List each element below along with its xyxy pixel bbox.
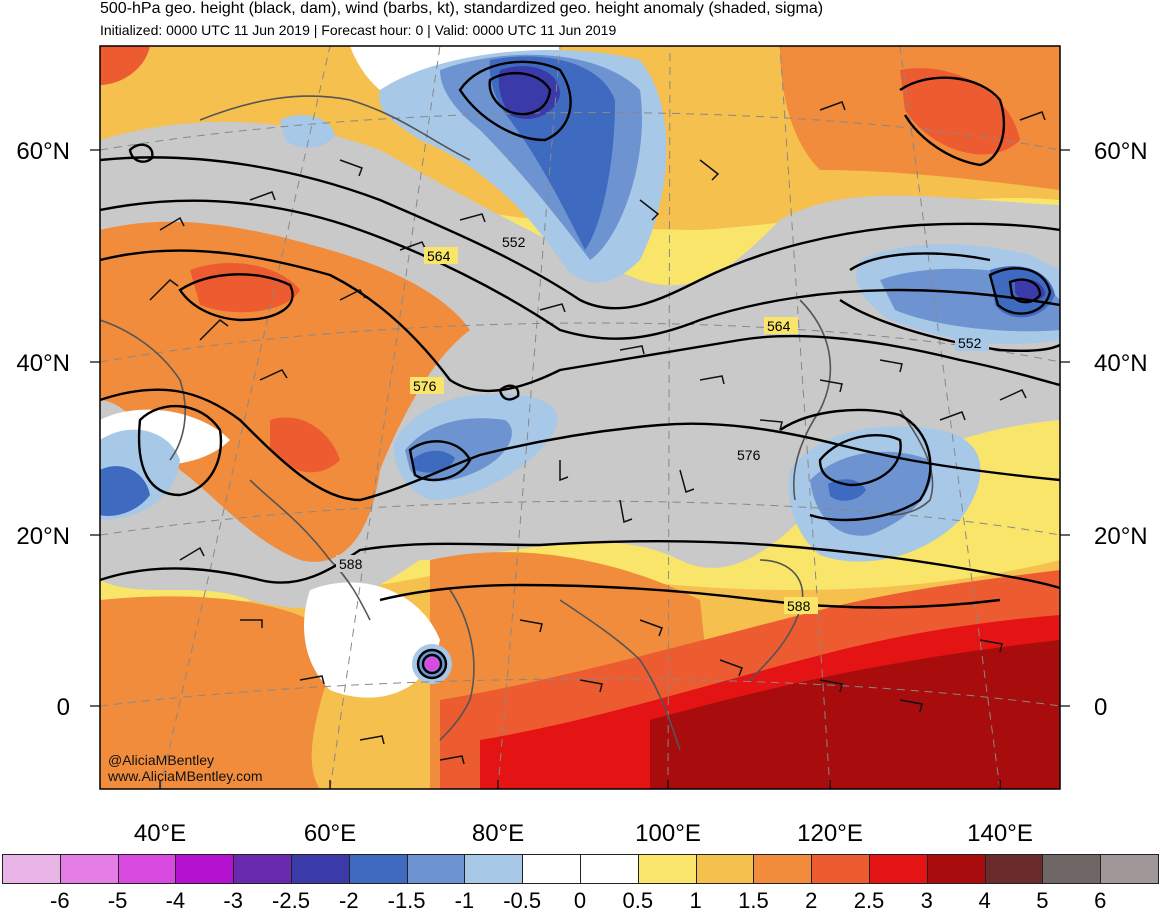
lat-label-left: 0 [56,694,70,721]
credit-handle: @AliciaMBentley [108,752,215,768]
colorbar-swatch [869,854,928,884]
colorbar-label: 3 [920,888,933,913]
lat-label-right: 60°N [1094,138,1148,165]
colorbar-swatch [637,854,697,884]
colorbar-swatch [695,854,755,884]
colorbar-swatch [1100,854,1159,884]
colorbar-swatch [2,854,61,884]
colorbar-label: 1.5 [738,888,769,913]
axis-ticks [90,149,1070,789]
map-title: 500-hPa geo. height (black, dam), wind (… [100,0,824,17]
contour-label: 552 [958,335,982,351]
colorbar-label: 0.5 [622,888,654,913]
lon-label: 140°E [967,820,1033,847]
colorbar-label: -2 [339,888,359,913]
lon-label: 40°E [133,820,187,847]
contour-labels: 552 564 576 588 564 552 576 588 [336,233,989,614]
lon-label: 80°E [471,820,525,847]
colorbar-swatch [522,854,581,884]
colorbar-label: -2.5 [272,888,310,913]
lon-label: 100°E [635,820,701,847]
colorbar-swatch [291,854,350,884]
colorbar-swatch [233,854,292,884]
contour-label: 588 [339,556,363,572]
colorbar [0,854,1160,886]
contour-label: 588 [787,598,811,614]
colorbar-swatch [464,854,524,884]
map-frame [99,45,1061,790]
colorbar-label: 1 [689,888,702,913]
anomaly-shading: 552 564 576 588 564 552 576 588 [100,46,1060,789]
lat-label-right: 40°N [1094,350,1148,377]
colorbar-label: 4 [978,888,991,913]
contour-label: 576 [737,447,761,463]
coastlines [100,95,934,751]
contour-label: 576 [413,378,437,394]
contour-label: 552 [502,234,526,250]
colorbar-label: -4 [165,888,186,913]
lat-label-right: 20°N [1094,523,1148,550]
colorbar-label: -6 [50,888,70,913]
colorbar-label: -5 [107,888,128,913]
lat-label-left: 40°N [16,350,70,377]
colorbar-swatch [348,854,408,884]
lat-label-left: 20°N [16,523,70,550]
colorbar-swatch [117,854,177,884]
map-subtitle: Initialized: 0000 UTC 11 Jun 2019 | Fore… [100,22,617,38]
credit-site: www.AliciaMBentley.com [108,768,263,784]
colorbar-label: 6 [1094,888,1107,913]
colorbar-label: 2.5 [853,888,885,913]
colorbar-label: -1.5 [387,888,426,913]
colorbar-swatch [406,854,466,884]
lon-label: 120°E [797,820,863,847]
graticule [100,46,1060,789]
colorbar-label: -3 [223,888,243,913]
colorbar-label: 0 [573,888,587,913]
colorbar-label: -0.5 [503,888,542,913]
wind-barbs [149,101,1046,765]
colorbar-swatch [926,854,986,884]
contour-label: 564 [427,248,451,264]
colorbar-swatch [59,854,119,884]
contour-label: 564 [767,318,791,334]
height-contours [100,60,1060,680]
colorbar-swatch [580,854,639,884]
colorbar-swatch [753,854,813,884]
colorbar-swatch [984,854,1044,884]
lat-label-left: 60°N [16,138,70,165]
colorbar-swatch [1042,854,1102,884]
colorbar-swatch [811,854,870,884]
colorbar-label: -1 [454,888,475,913]
colorbar-label: 2 [805,888,818,913]
colorbar-label: 5 [1036,888,1049,913]
colorbar-swatch [175,854,235,884]
lat-label-right: 0 [1094,694,1108,721]
lon-label: 60°E [303,820,357,847]
